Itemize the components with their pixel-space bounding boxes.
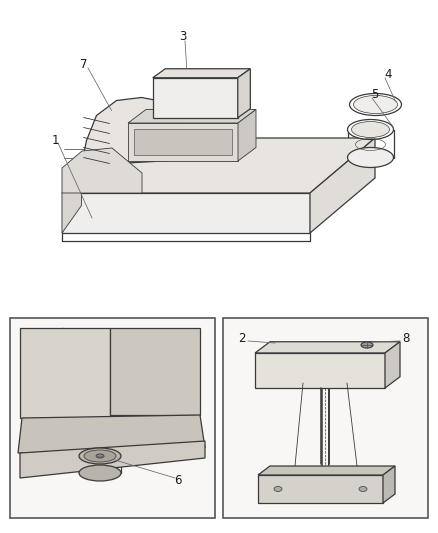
Ellipse shape xyxy=(347,148,393,167)
Polygon shape xyxy=(258,475,383,503)
Text: 7: 7 xyxy=(80,59,88,71)
Ellipse shape xyxy=(274,487,282,491)
Text: 8: 8 xyxy=(403,332,410,344)
Polygon shape xyxy=(20,328,110,418)
Polygon shape xyxy=(258,466,395,475)
Polygon shape xyxy=(110,328,200,415)
Ellipse shape xyxy=(79,448,121,464)
Ellipse shape xyxy=(350,93,402,116)
Polygon shape xyxy=(255,353,385,388)
Polygon shape xyxy=(11,319,214,517)
Polygon shape xyxy=(224,319,427,517)
Polygon shape xyxy=(153,78,238,118)
Ellipse shape xyxy=(84,450,116,462)
Polygon shape xyxy=(153,69,251,78)
Polygon shape xyxy=(128,109,256,123)
Text: 2: 2 xyxy=(238,332,246,344)
Polygon shape xyxy=(255,342,400,353)
Ellipse shape xyxy=(347,119,393,140)
Polygon shape xyxy=(62,138,375,193)
Polygon shape xyxy=(128,123,238,161)
Text: 5: 5 xyxy=(371,88,379,101)
Polygon shape xyxy=(62,166,81,233)
Polygon shape xyxy=(310,138,375,233)
Text: 6: 6 xyxy=(174,474,182,488)
Polygon shape xyxy=(18,415,205,453)
Polygon shape xyxy=(62,193,310,233)
Ellipse shape xyxy=(353,95,398,114)
Text: 3: 3 xyxy=(179,30,187,44)
Polygon shape xyxy=(62,148,142,193)
Polygon shape xyxy=(20,441,205,478)
Polygon shape xyxy=(81,98,181,166)
Text: 4: 4 xyxy=(384,69,392,82)
Polygon shape xyxy=(134,129,232,155)
Polygon shape xyxy=(238,69,251,118)
Ellipse shape xyxy=(352,122,389,138)
Text: 1: 1 xyxy=(51,133,59,147)
Ellipse shape xyxy=(96,454,104,458)
Polygon shape xyxy=(383,466,395,503)
Polygon shape xyxy=(385,342,400,388)
Polygon shape xyxy=(238,109,256,161)
Ellipse shape xyxy=(361,342,373,348)
Ellipse shape xyxy=(79,465,121,481)
Ellipse shape xyxy=(359,487,367,491)
